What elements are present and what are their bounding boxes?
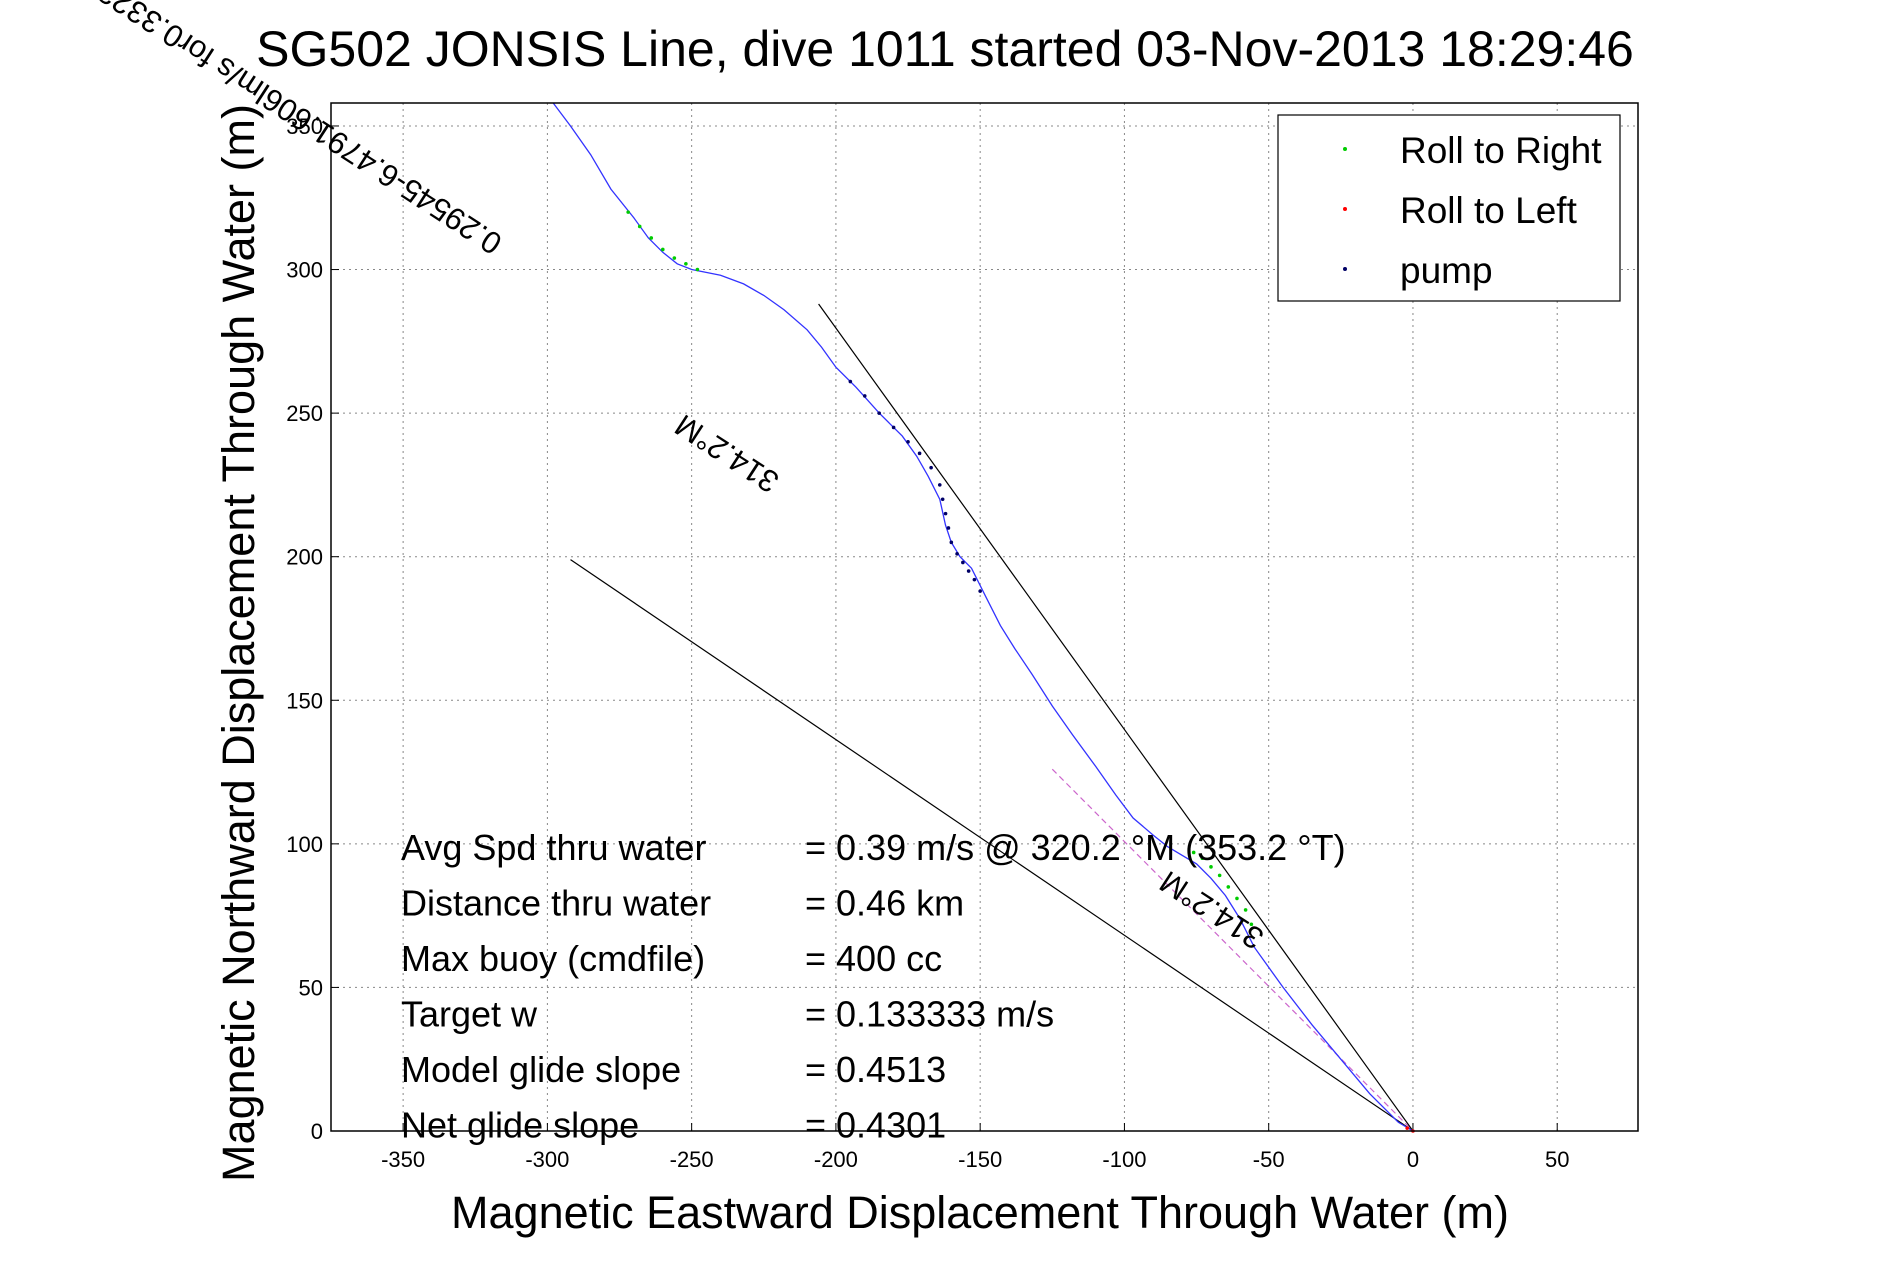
guide-line-1 — [818, 303, 1414, 1132]
legend-box — [1277, 114, 1621, 302]
pump-point — [946, 526, 951, 530]
x-tick-label: -350 — [381, 1147, 425, 1172]
legend: Roll to Right Roll to Left pump — [1277, 114, 1621, 302]
track-line — [552, 102, 1414, 1132]
legend-label: Roll to Left — [1400, 190, 1578, 231]
roll-right-point — [649, 236, 654, 240]
info-value: = 0.46 km — [805, 883, 964, 924]
info-value: = 400 cc — [805, 938, 942, 979]
x-axis-label: Magnetic Eastward Displacement Through W… — [451, 1187, 1509, 1238]
info-value: = 0.4513 — [805, 1049, 946, 1090]
roll-right-point — [660, 247, 665, 252]
roll-right-point — [1217, 873, 1222, 878]
track-layer — [552, 102, 1414, 1132]
pump-point — [862, 394, 867, 398]
x-tick-label: -200 — [814, 1147, 858, 1172]
y-tick-label: 0 — [311, 1119, 323, 1144]
roll-right-point — [1235, 896, 1239, 901]
info-value: = 0.133333 m/s — [805, 994, 1054, 1035]
marker-layer — [626, 210, 1415, 1133]
info-label: Net glide slope — [401, 1105, 639, 1146]
pump-point — [943, 511, 948, 516]
pump-point — [972, 577, 977, 582]
plot-border — [330, 102, 1639, 1132]
pump-point — [955, 552, 959, 556]
legend-items: Roll to Right Roll to Left pump — [1343, 130, 1602, 291]
x-tick-label: -50 — [1253, 1147, 1285, 1172]
y-tick-labels: 0 50 100 150 200 250 300 350 — [286, 114, 323, 1144]
x-tick-labels: -350 -300 -250 -200 -150 -100 -50 0 50 — [381, 1147, 1569, 1172]
pump-point — [978, 589, 982, 593]
pump-point — [929, 465, 933, 470]
y-tick-label: 300 — [286, 258, 323, 283]
info-label: Avg Spd thru water — [401, 827, 707, 868]
roll-left-point — [1405, 1126, 1409, 1130]
info-label: Model glide slope — [401, 1049, 681, 1090]
pump-point — [891, 425, 896, 430]
roll-right-point — [1200, 856, 1205, 861]
roll-right-point — [1249, 922, 1254, 927]
pump-point — [966, 569, 971, 573]
pump-point — [937, 483, 942, 487]
roll-right-point — [626, 210, 630, 214]
roll-right-point — [1226, 885, 1231, 889]
roll-right-point — [672, 256, 677, 260]
roll-right-point — [637, 224, 642, 229]
info-value: = 0.4301 — [805, 1105, 946, 1146]
chart-title: SG502 JONSIS Line, dive 1011 started 03-… — [256, 21, 1634, 77]
roll-right-point — [684, 262, 688, 266]
x-tick-label: -250 — [670, 1147, 714, 1172]
current-line — [1051, 768, 1414, 1132]
info-block: Avg Spd thru water = 0.39 m/s @ 320.2 °M … — [401, 827, 1346, 1146]
roll-right-point — [695, 267, 700, 272]
roll-right-point — [1243, 908, 1248, 912]
roll-right-point — [1191, 850, 1196, 855]
pump-point — [940, 497, 945, 502]
y-tick-label: 350 — [286, 114, 323, 139]
pump-point — [917, 451, 922, 456]
guide-line-2 — [570, 559, 1414, 1132]
info-label: Target w — [401, 994, 538, 1035]
y-tick-label: 100 — [286, 832, 323, 857]
x-tick-label: 0 — [1407, 1147, 1419, 1172]
y-tick-label: 150 — [286, 688, 323, 713]
y-tick-label: 50 — [299, 975, 323, 1000]
guide-lines — [570, 303, 1414, 1132]
legend-marker — [1343, 147, 1347, 151]
pump-point — [961, 560, 965, 565]
pump-point — [949, 540, 954, 545]
legend-label: pump — [1400, 250, 1493, 291]
info-value: = 0.39 m/s @ 320.2 °M (353.2 °T) — [805, 827, 1346, 868]
x-tick-label: 50 — [1545, 1147, 1569, 1172]
pump-point — [906, 440, 910, 444]
roll-right-point — [1209, 865, 1213, 869]
pump-point — [877, 411, 881, 415]
pump-point — [848, 379, 853, 384]
x-tick-label: -150 — [958, 1147, 1002, 1172]
legend-marker — [1343, 207, 1347, 211]
legend-label: Roll to Right — [1400, 130, 1602, 171]
legend-marker — [1343, 267, 1347, 271]
y-axis-label: Magnetic Northward Displacement Through … — [213, 104, 264, 1182]
info-label: Distance thru water — [401, 883, 711, 924]
y-tick-label: 200 — [286, 545, 323, 570]
y-tick-label: 250 — [286, 401, 323, 426]
x-tick-label: -300 — [525, 1147, 569, 1172]
x-tick-label: -100 — [1102, 1147, 1146, 1172]
info-label: Max buoy (cmdfile) — [401, 938, 705, 979]
